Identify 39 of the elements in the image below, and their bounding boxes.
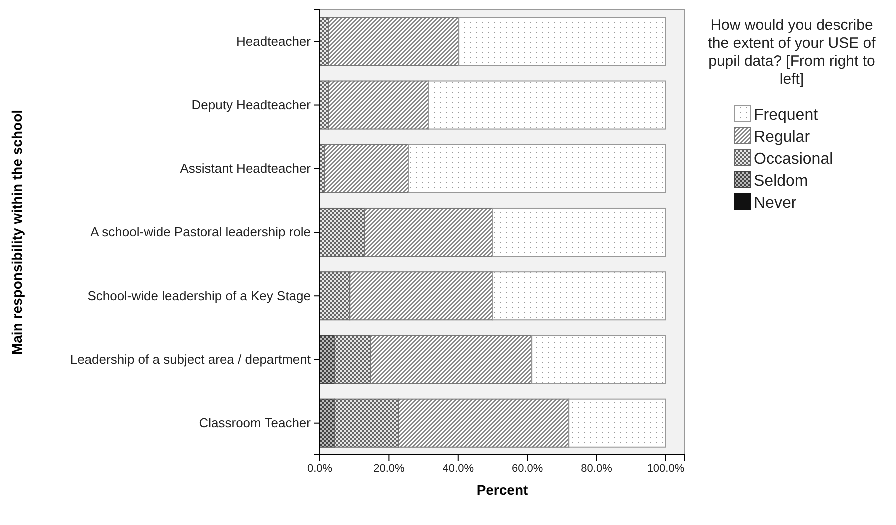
bar [398,398,570,448]
bar [364,208,494,258]
legend-label: Occasional [754,151,834,168]
bar [532,335,666,384]
x-tick-label: 40.0% [442,462,474,475]
bar [492,272,666,321]
bar [408,144,666,194]
x-tick-label: 20.0% [374,462,405,475]
legend-title: How would you describe the extent of your USE of pupil data? [From right to left] [708,17,877,88]
y-tick-label: A school-wide Pastoral leadership role [90,224,311,240]
bar [320,272,351,321]
bar [328,17,460,66]
x-tick-label: 60.0% [512,462,544,475]
bar [320,208,366,258]
bar [334,398,400,448]
legend-label: Never [754,195,798,212]
legend-label: Seldom [754,173,808,190]
y-tick-label: Assistant Headteacher [180,161,312,176]
y-tick-label: Headteacher [236,34,312,49]
bar [350,272,494,321]
y-tick-label: School-wide leadership of a Key Stage [88,288,311,304]
y-tick-label: Deputy Headteacher [192,97,312,112]
legend-label: Frequent [754,107,819,124]
bar [568,398,666,448]
x-tick-label: 100.0% [647,462,685,475]
bar [324,144,410,194]
bar [428,80,666,130]
x-tick-label: 0.0% [307,462,333,475]
bar [492,208,666,258]
y-axis-title: Main responsibility within the school [9,110,25,356]
bar [370,335,533,384]
bar [334,335,372,384]
bar [458,17,666,66]
legend-label: Regular [754,129,811,146]
x-tick-label: 80.0% [581,462,613,475]
y-tick-label: Classroom Teacher [199,416,312,431]
bar [328,80,430,130]
x-axis-title: Percent [476,482,529,498]
y-tick-label: Leadership of a subject area / department [70,352,312,367]
